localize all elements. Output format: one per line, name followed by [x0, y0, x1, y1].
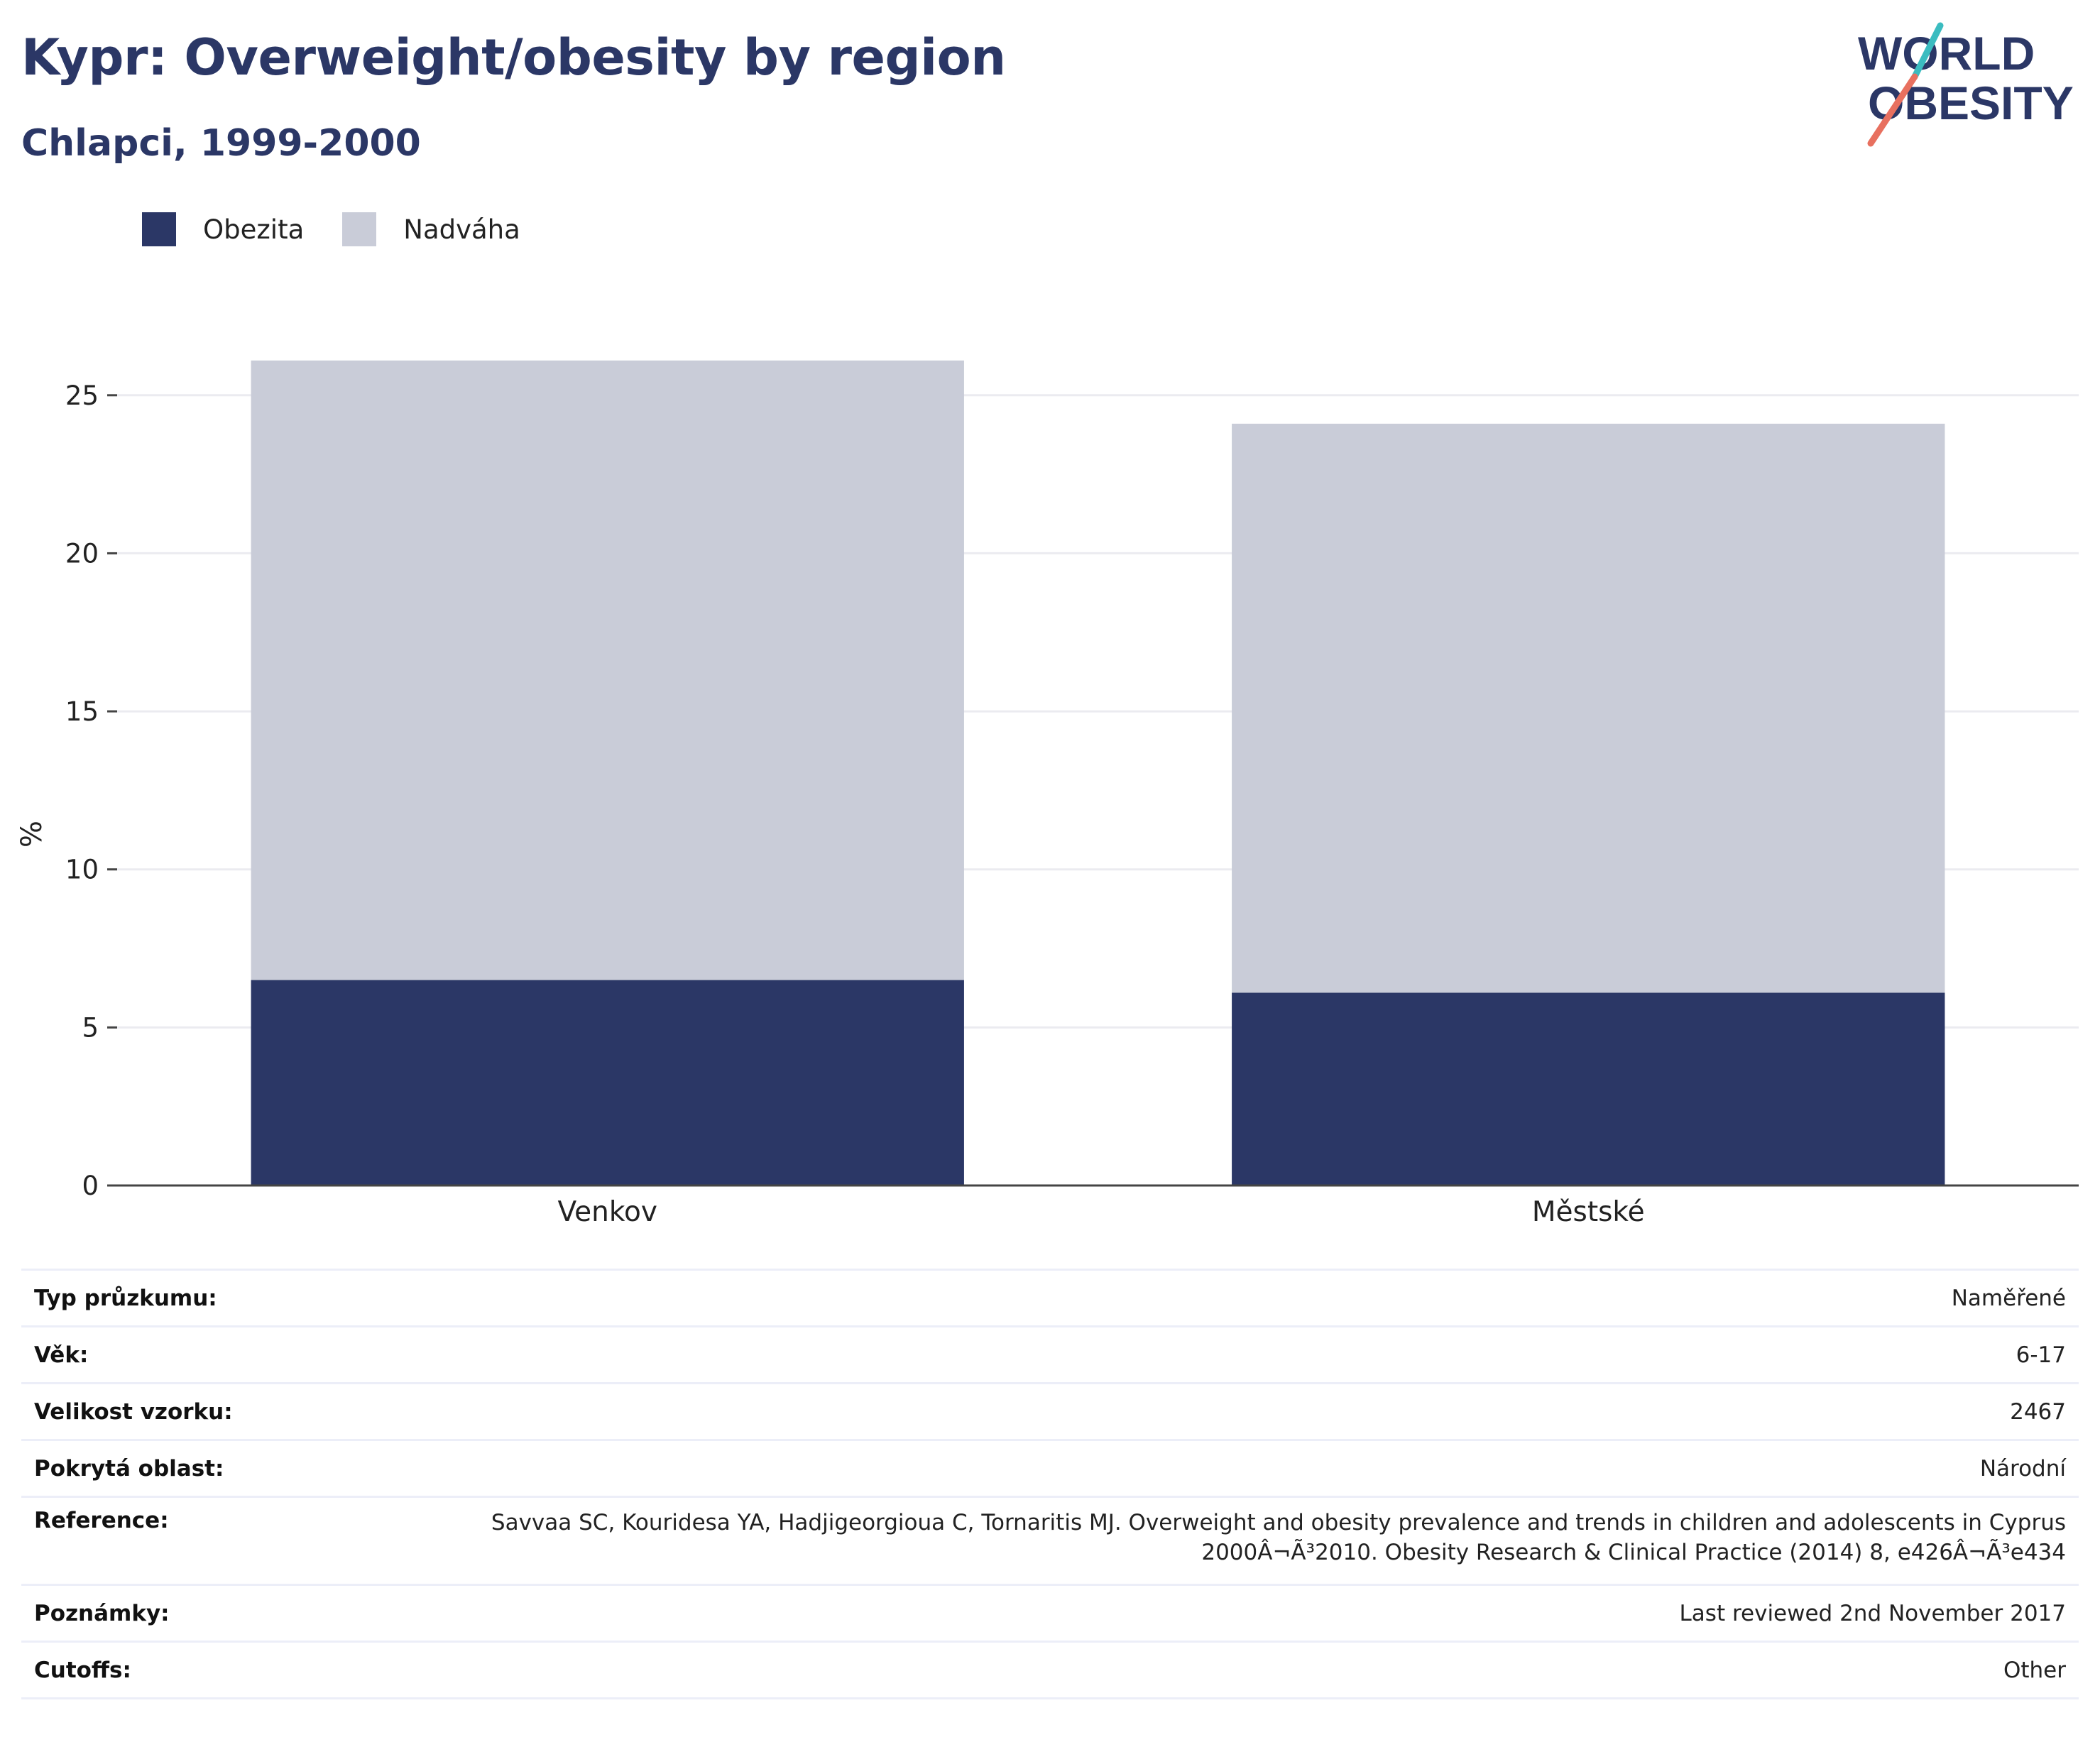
world-obesity-logo: WORLD OBESITY: [1858, 22, 2074, 147]
stacked-bar-chart: 0 5 10 15 20 25 Venkov Městské%: [16, 360, 2079, 1228]
legend-label-nadvaha: Nadváha: [403, 214, 520, 245]
bar-nadváha-1: [1232, 423, 1945, 993]
meta-row-age: Věk: 6-17: [21, 1327, 2079, 1384]
meta-label: Cutoffs:: [34, 1657, 131, 1683]
meta-value: Národní: [1979, 1455, 2066, 1482]
x-tick-label: Městské: [1532, 1196, 1645, 1228]
logo-line2: OBESITY: [1868, 77, 2074, 129]
meta-label: Pokrytá oblast:: [34, 1455, 224, 1482]
meta-value: 6-17: [2016, 1342, 2066, 1368]
y-tick-label: 25: [65, 380, 99, 411]
meta-label: Poznámky:: [34, 1600, 170, 1626]
x-tick-label: Venkov: [558, 1196, 658, 1228]
y-tick-label: 15: [65, 696, 99, 727]
logo-line1: WORLD: [1858, 27, 2035, 80]
y-tick-label: 5: [82, 1012, 99, 1043]
survey-metadata-table: Typ průzkumu: Naměřené Věk: 6-17 Velikos…: [21, 1269, 2079, 1699]
bar-nadváha-0: [251, 360, 964, 980]
legend-swatch-obezita: [142, 212, 176, 246]
y-tick-label: 20: [65, 538, 99, 569]
logo-slash-teal: [1911, 22, 1944, 80]
meta-label: Typ průzkumu:: [34, 1285, 217, 1311]
meta-value: Naměřené: [1951, 1285, 2066, 1311]
chart-subtitle: Chlapci, 1999-2000: [21, 122, 421, 165]
legend-item-nadvaha[interactable]: Nadváha: [342, 212, 520, 246]
legend-item-obezita[interactable]: Obezita: [142, 212, 304, 246]
y-tick-label: 10: [65, 855, 99, 885]
bar-obezita-1: [1232, 992, 1945, 1185]
chart-legend: Obezita Nadváha: [142, 210, 559, 248]
meta-row-sample-size: Velikost vzorku: 2467: [21, 1384, 2079, 1441]
meta-row-reference: Reference: Savvaa SC, Kouridesa YA, Hadj…: [21, 1498, 2079, 1586]
y-tick-label: 0: [82, 1171, 99, 1201]
bar-obezita-0: [251, 980, 964, 1185]
legend-swatch-nadvaha: [342, 212, 377, 246]
meta-value: Savvaa SC, Kouridesa YA, Hadjigeorgioua …: [491, 1510, 2066, 1565]
meta-value: 2467: [2010, 1398, 2066, 1425]
meta-label: Reference:: [34, 1508, 169, 1533]
meta-value: Last reviewed 2nd November 2017: [1679, 1600, 2066, 1626]
meta-label: Věk:: [34, 1342, 89, 1368]
chart-title: Kypr: Overweight/obesity by region: [21, 28, 1006, 87]
meta-value: Other: [2003, 1657, 2066, 1683]
y-axis-label: %: [16, 821, 48, 848]
meta-row-notes: Poznámky: Last reviewed 2nd November 201…: [21, 1586, 2079, 1643]
meta-row-coverage: Pokrytá oblast: Národní: [21, 1441, 2079, 1498]
legend-label-obezita: Obezita: [203, 214, 305, 245]
meta-row-survey-type: Typ průzkumu: Naměřené: [21, 1271, 2079, 1327]
logo-slash-coral: [1867, 73, 1918, 147]
meta-label: Velikost vzorku:: [34, 1398, 233, 1425]
meta-row-cutoffs: Cutoffs: Other: [21, 1643, 2079, 1699]
